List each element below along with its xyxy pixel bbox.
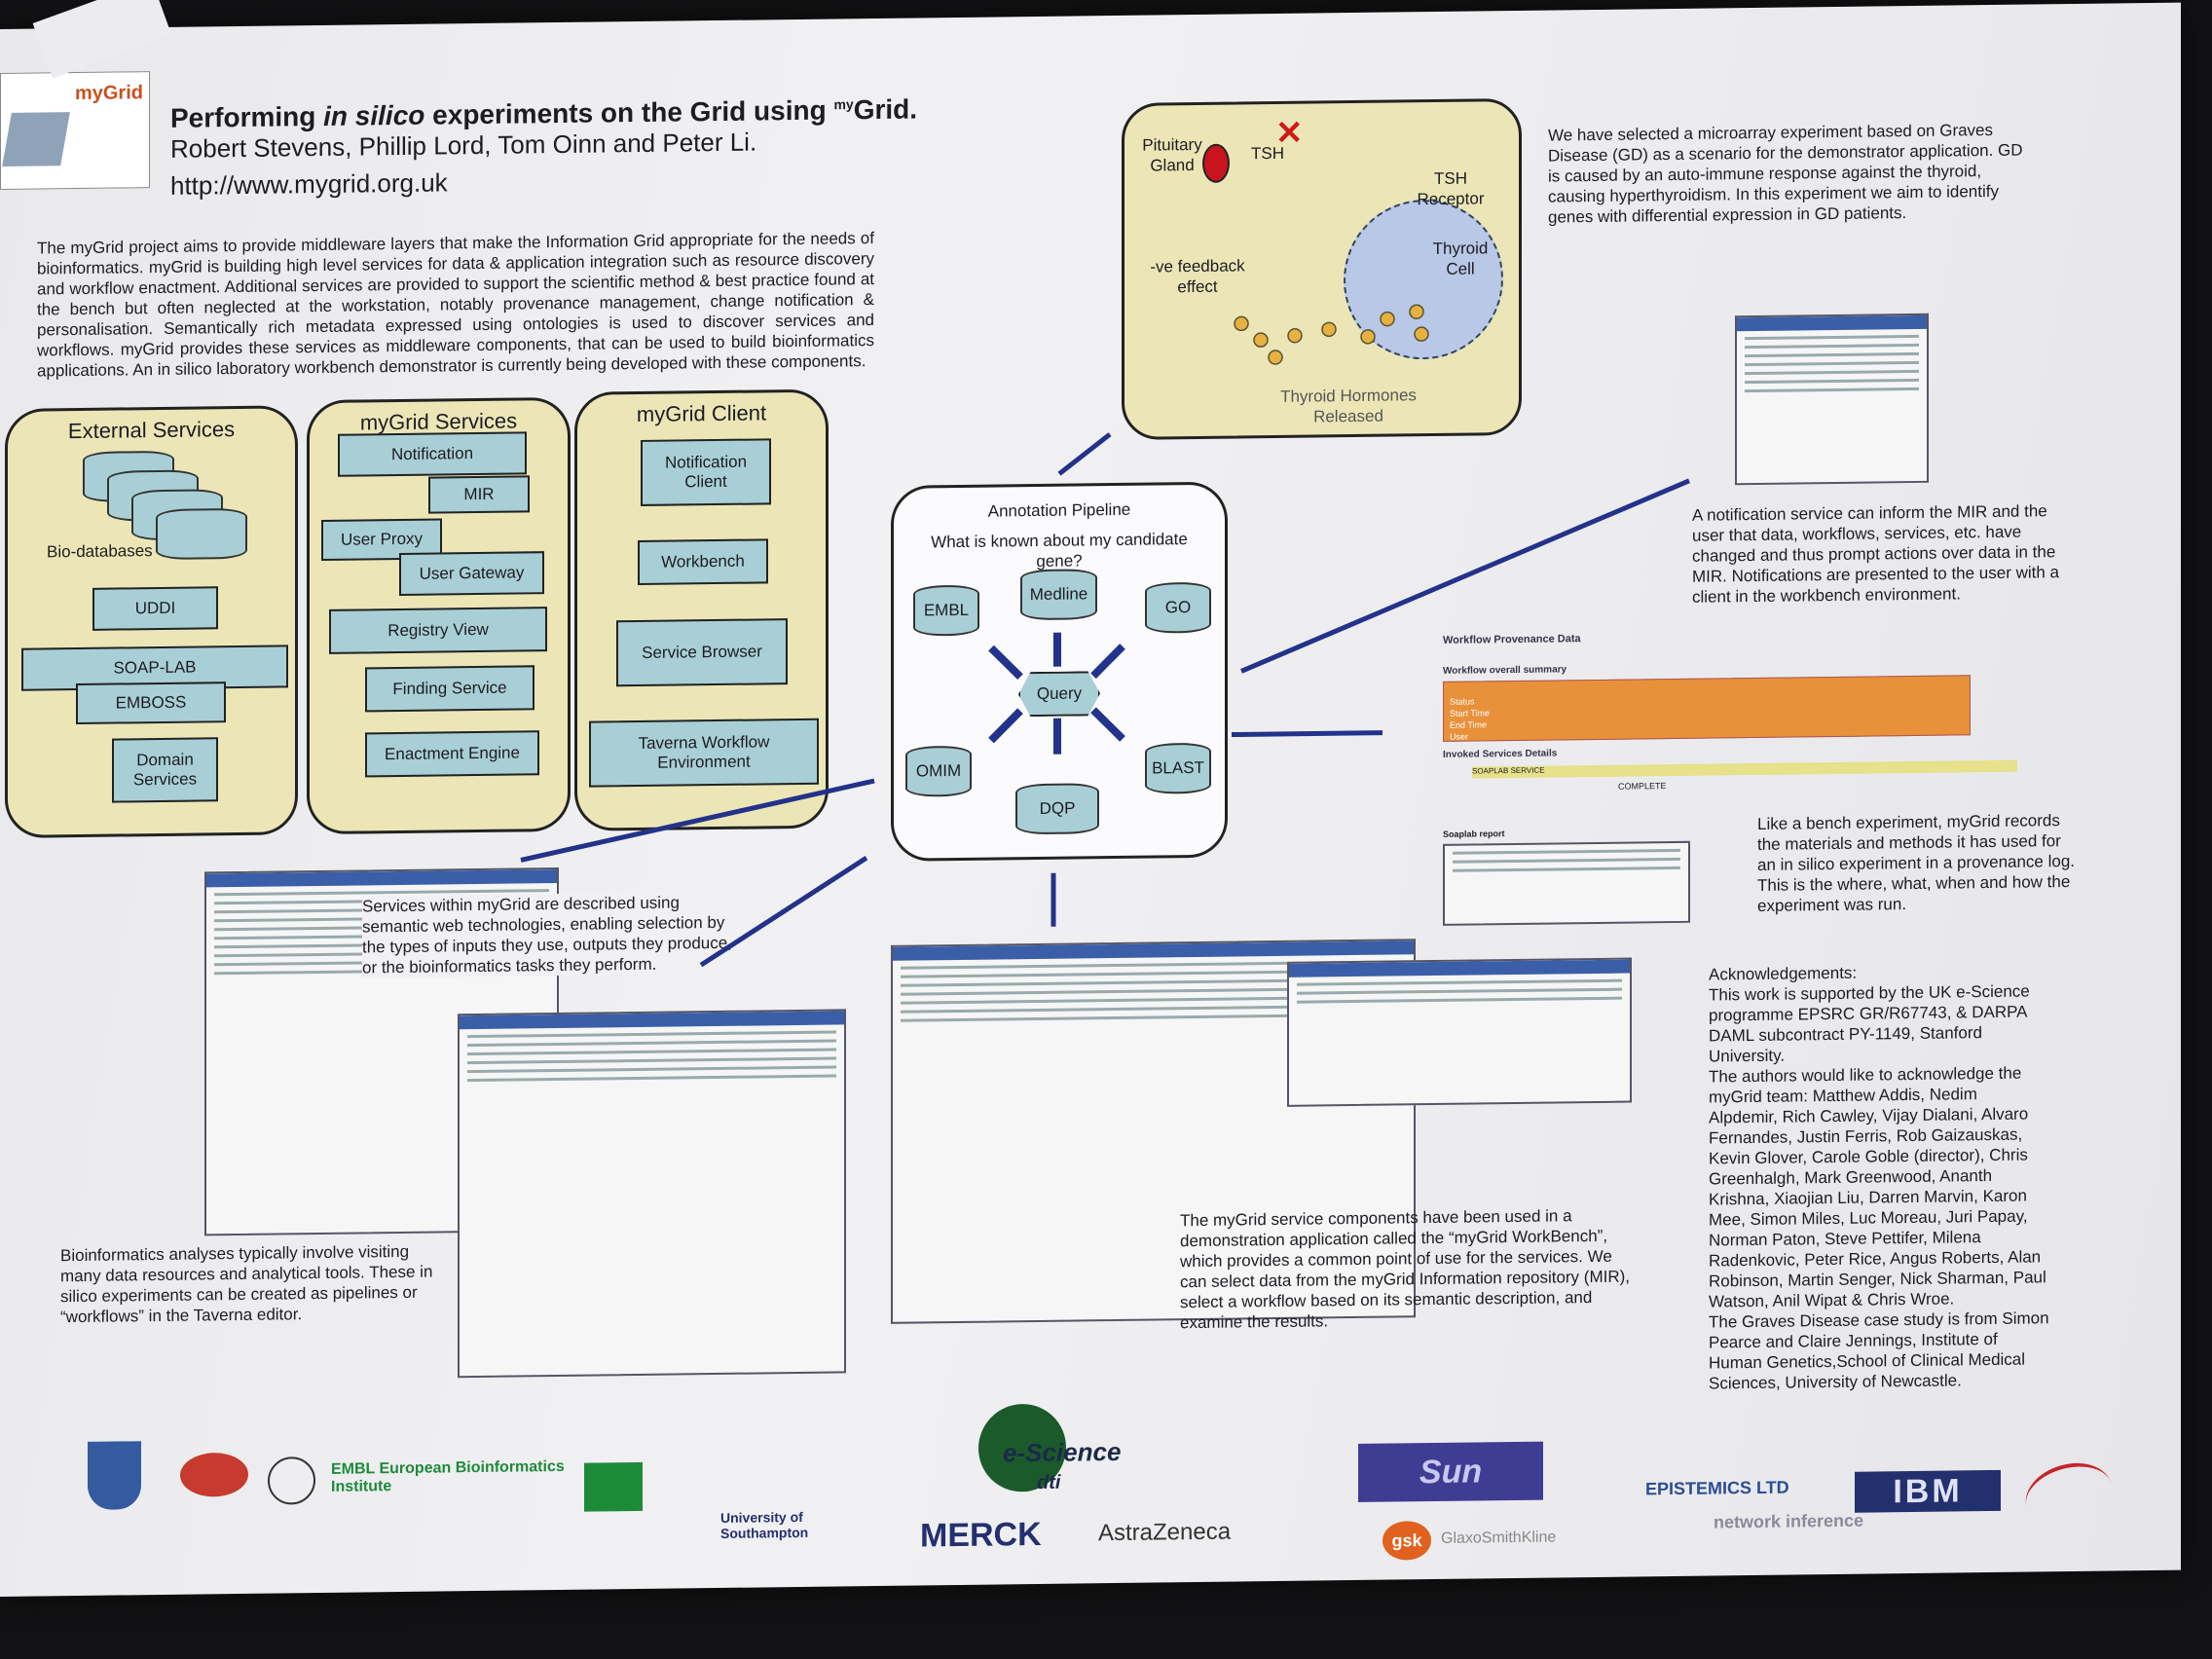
glaxo-logo: GlaxoSmithKline	[1441, 1529, 1557, 1547]
dti-logo: dti	[1037, 1471, 1061, 1493]
network-inference-logo: network inference	[1714, 1510, 1864, 1532]
ibm-logo: IBM	[1855, 1469, 2001, 1513]
merck-logo: MERCK	[920, 1515, 1042, 1555]
sun-logo: Sun	[1358, 1441, 1543, 1502]
astrazeneca-logo: AstraZeneca	[1098, 1518, 1232, 1547]
embl-mark	[584, 1461, 643, 1512]
query-arrows	[988, 632, 1125, 755]
annotation-pipeline: Annotation Pipeline What is known about …	[891, 481, 1228, 862]
southampton-logo: University of Southampton	[720, 1508, 809, 1541]
epistemics-logo: EPISTEMICS LTD	[1645, 1477, 1789, 1499]
thyroid-diagram: Pituitary Gland TSH ✕ TSH Receptor Thyro…	[1122, 97, 1522, 440]
hormone-dots	[1234, 304, 1429, 365]
escience-logo: e-Science	[1003, 1436, 1122, 1468]
poster: myGrid Performing in silico experiments …	[0, 2, 2181, 1598]
connector-arrows	[520, 432, 1690, 968]
embl-logo: EMBL European Bioinformatics Institute	[331, 1457, 565, 1495]
university-shield-logo	[88, 1441, 141, 1510]
